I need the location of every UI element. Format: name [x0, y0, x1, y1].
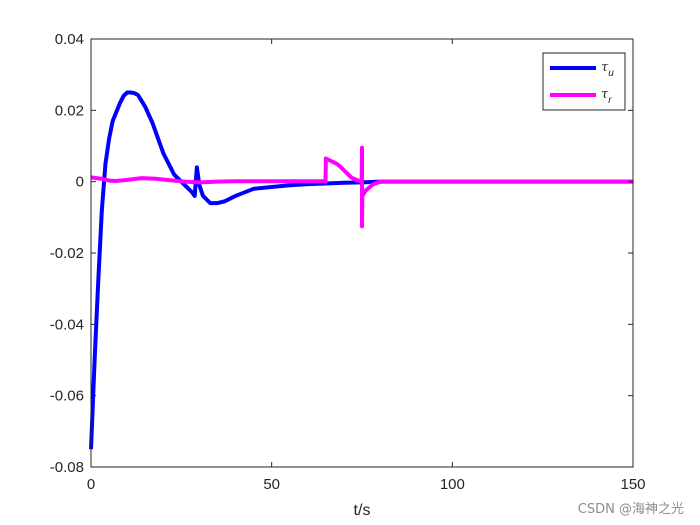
y-tick-label: 0.04: [55, 31, 84, 48]
series-layer: [89, 90, 633, 450]
legend-box: [542, 52, 626, 111]
y-tick-label: -0.08: [50, 459, 84, 476]
y-tick-label: 0.02: [55, 102, 84, 119]
series-line-tau-r: [90, 145, 633, 229]
y-tick-label: -0.06: [50, 388, 84, 405]
x-tick-label: 100: [440, 476, 465, 493]
legend-label-tau-r: τr: [601, 87, 612, 106]
x-tick-label: 0: [87, 476, 95, 493]
x-tick-label: 50: [263, 476, 280, 493]
legend: τu τr: [542, 52, 626, 111]
y-tick-label: -0.04: [50, 316, 84, 333]
ticks-layer: 0 50 100 150 0.04 0.02 0 -0.02 -0.04 -0.06 -0.08: [50, 31, 646, 493]
x-tick-label: 150: [620, 476, 645, 493]
series-line-tau-u: [89, 90, 633, 450]
legend-label-tau-u: τu: [601, 60, 614, 79]
y-tick-label: -0.02: [50, 245, 84, 262]
watermark: CSDN @海神之光: [577, 502, 684, 517]
x-axis-label: t/s: [354, 502, 371, 519]
y-tick-label: 0: [76, 174, 84, 191]
